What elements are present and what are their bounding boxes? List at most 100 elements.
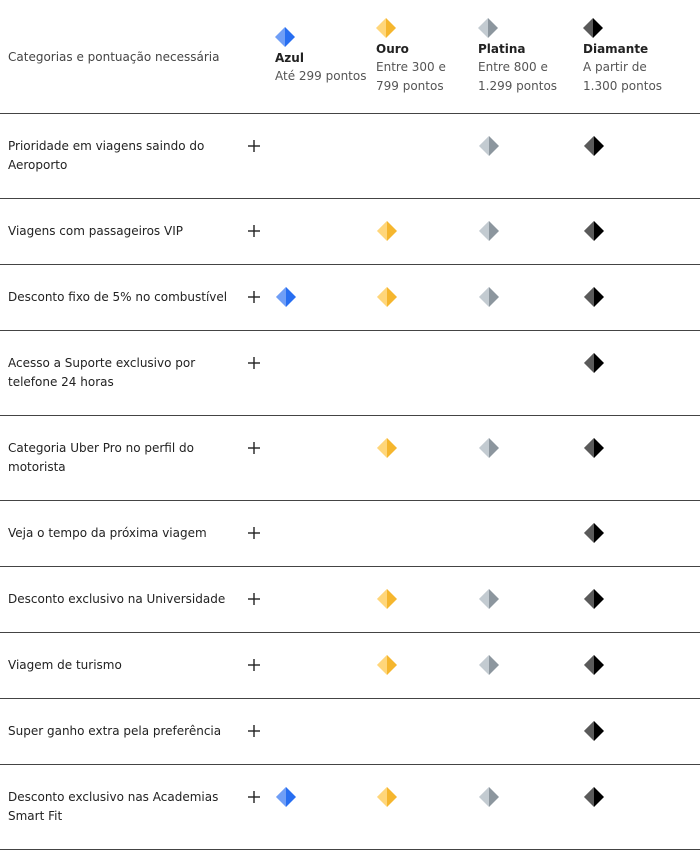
- icon-right: [387, 221, 397, 241]
- expand-button[interactable]: [248, 291, 260, 303]
- icon-right: [489, 221, 499, 241]
- tier-icon: [584, 523, 604, 543]
- icon-top: [479, 438, 489, 448]
- icon-top: [479, 287, 489, 297]
- tier-icon: [584, 787, 604, 807]
- tier-icon: [584, 655, 604, 675]
- benefit-row: Acesso a Suporte exclusivo por telefone …: [0, 331, 700, 416]
- tier-icon: [479, 287, 499, 307]
- icon-right: [387, 287, 397, 307]
- tier-icon: [584, 221, 604, 241]
- icon-right: [594, 221, 604, 241]
- tier-header: Platina Entre 800 e 1.299 pontos: [478, 0, 574, 113]
- tier-icon: [377, 221, 397, 241]
- tier-icon: [479, 136, 499, 156]
- icon-right: [594, 287, 604, 307]
- icon-top: [377, 655, 387, 665]
- expand-button[interactable]: [248, 725, 260, 737]
- benefit-row: Desconto exclusivo na Universidade: [0, 567, 700, 633]
- icon-top: [584, 523, 594, 533]
- icon-top: [584, 589, 594, 599]
- tier-icon: [377, 589, 397, 609]
- tier-icon: [583, 17, 603, 38]
- benefit-label: Desconto fixo de 5% no combustível: [8, 290, 228, 304]
- icon-right: [594, 787, 604, 807]
- tier-header: Azul Até 299 pontos: [275, 0, 371, 113]
- expand-button[interactable]: [248, 225, 260, 237]
- header-row: Categorias e pontuação necessária Azul At…: [0, 0, 700, 114]
- benefit-row: Veja o tempo da próxima viagem: [0, 501, 700, 567]
- icon-top: [584, 353, 594, 363]
- benefit-label: Viagens com passageiros VIP: [8, 224, 183, 238]
- tier-header: Diamante A partir de 1.300 pontos: [583, 0, 679, 113]
- icon-right: [386, 17, 396, 38]
- icon-top: [276, 787, 286, 797]
- icon-right: [594, 523, 604, 543]
- tier-icon: [376, 17, 396, 38]
- icon-right: [594, 438, 604, 458]
- expand-button[interactable]: [248, 659, 260, 671]
- icon-top: [479, 136, 489, 146]
- icon-right: [489, 787, 499, 807]
- tier-icon: [276, 787, 296, 807]
- benefit-label: Veja o tempo da próxima viagem: [8, 526, 207, 540]
- tier-icon: [276, 287, 296, 307]
- tier-icon: [275, 27, 295, 47]
- benefit-row: Desconto fixo de 5% no combustível: [0, 265, 700, 331]
- icon-right: [594, 655, 604, 675]
- expand-button[interactable]: [248, 357, 260, 369]
- expand-button[interactable]: [248, 442, 260, 454]
- page: Categorias e pontuação necessária Azul At…: [0, 17, 700, 850]
- expand-button[interactable]: [248, 593, 260, 605]
- expand-button[interactable]: [248, 791, 260, 803]
- benefit-label: Acesso a Suporte exclusivo por telefone …: [8, 356, 196, 389]
- icon-right: [489, 589, 499, 609]
- icon-top: [584, 287, 594, 297]
- icon-top: [584, 136, 594, 146]
- tier-icon: [377, 438, 397, 458]
- icon-right: [387, 438, 397, 458]
- tier-icon: [377, 787, 397, 807]
- tier-icon: [479, 655, 499, 675]
- expand-button[interactable]: [248, 140, 260, 152]
- icon-top: [377, 589, 387, 599]
- icon-right: [489, 655, 499, 675]
- icon-right: [594, 589, 604, 609]
- tier-icon: [584, 136, 604, 156]
- tier-icon: [377, 655, 397, 675]
- icon-right: [286, 787, 296, 807]
- tier-icon: [584, 721, 604, 741]
- icon-right: [285, 27, 295, 47]
- tier-icon: [478, 17, 498, 38]
- tier-icon: [584, 287, 604, 307]
- icon-top: [479, 589, 489, 599]
- icon-left: [478, 17, 488, 38]
- icon-right: [594, 721, 604, 741]
- icon-right: [594, 136, 604, 156]
- tier-points: Entre 800 e 1.299 pontos: [478, 59, 558, 93]
- tier-icon: [584, 438, 604, 458]
- tier-name: Diamante: [583, 41, 649, 56]
- icon-right: [489, 438, 499, 458]
- tier-points: A partir de 1.300 pontos: [583, 59, 663, 93]
- icon-top: [377, 221, 387, 231]
- tier-icon: [584, 353, 604, 373]
- expand-button[interactable]: [248, 527, 260, 539]
- icon-top: [377, 787, 387, 797]
- tier-icon: [377, 287, 397, 307]
- icon-top: [479, 221, 489, 231]
- benefit-row: Viagem de turismo: [0, 633, 700, 699]
- icon-right: [387, 655, 397, 675]
- icon-right: [594, 353, 604, 373]
- tier-name: Azul: [275, 51, 304, 65]
- benefit-label: Desconto exclusivo nas Academias Smart F…: [8, 790, 219, 823]
- benefit-label: Categoria Uber Pro no perfil do motorist…: [8, 441, 194, 474]
- benefit-label: Super ganho extra pela preferência: [8, 724, 222, 738]
- icon-right: [286, 287, 296, 307]
- icon-top: [584, 655, 594, 665]
- tier-icon: [479, 589, 499, 609]
- benefit-row: Super ganho extra pela preferência: [0, 699, 700, 765]
- icon-right: [387, 589, 397, 609]
- tier-name: Ouro: [376, 41, 409, 56]
